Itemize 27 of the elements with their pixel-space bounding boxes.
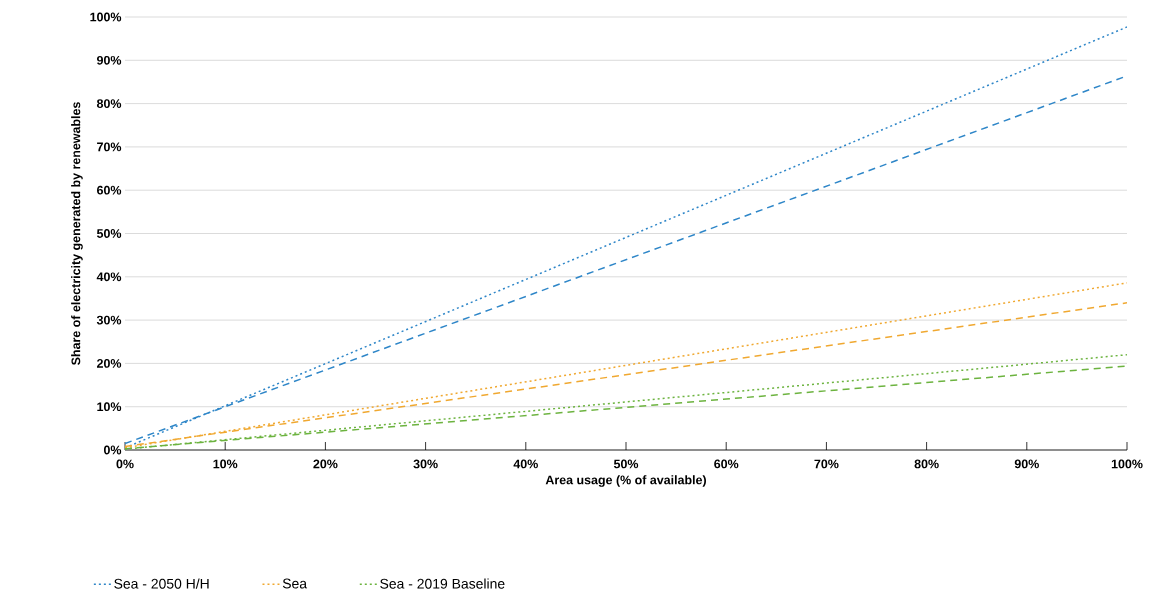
- legend-label: Sea: [282, 578, 308, 589]
- legend-label: Sea - 2019 Baseline: [380, 578, 505, 589]
- x-tick-label: 20%: [313, 459, 338, 469]
- x-tick-label: 80%: [914, 459, 939, 469]
- y-axis-title: Share of electricity generated by renewables: [71, 102, 83, 365]
- x-tick-label: 50%: [613, 459, 639, 469]
- x-tick-label: 90%: [1014, 459, 1039, 469]
- x-axis-title: Area usage (% of available): [545, 475, 706, 487]
- x-tick-label: 10%: [213, 459, 238, 469]
- x-tick-label: 0%: [116, 459, 134, 469]
- y-tick-label: 40%: [96, 272, 122, 282]
- y-tick-label: 50%: [96, 229, 122, 238]
- x-tick-label: 40%: [513, 459, 538, 469]
- y-tick-label: 20%: [96, 359, 122, 368]
- y-tick-label: 70%: [97, 142, 122, 152]
- y-tick-label: 100%: [90, 12, 122, 22]
- y-tick-label: 80%: [96, 99, 122, 109]
- x-tick-label: 30%: [413, 459, 438, 469]
- x-tick-label: 70%: [814, 459, 839, 469]
- legend-label: Sea - 2050 H/H: [114, 578, 209, 589]
- y-tick-label: 90%: [96, 55, 122, 65]
- x-tick-label: 60%: [714, 459, 739, 469]
- y-tick-label: 0%: [103, 445, 122, 455]
- x-tick-label: 100%: [1111, 459, 1143, 469]
- y-tick-label: 30%: [96, 315, 122, 325]
- y-tick-label: 60%: [97, 185, 122, 195]
- y-tick-label: 10%: [97, 402, 122, 412]
